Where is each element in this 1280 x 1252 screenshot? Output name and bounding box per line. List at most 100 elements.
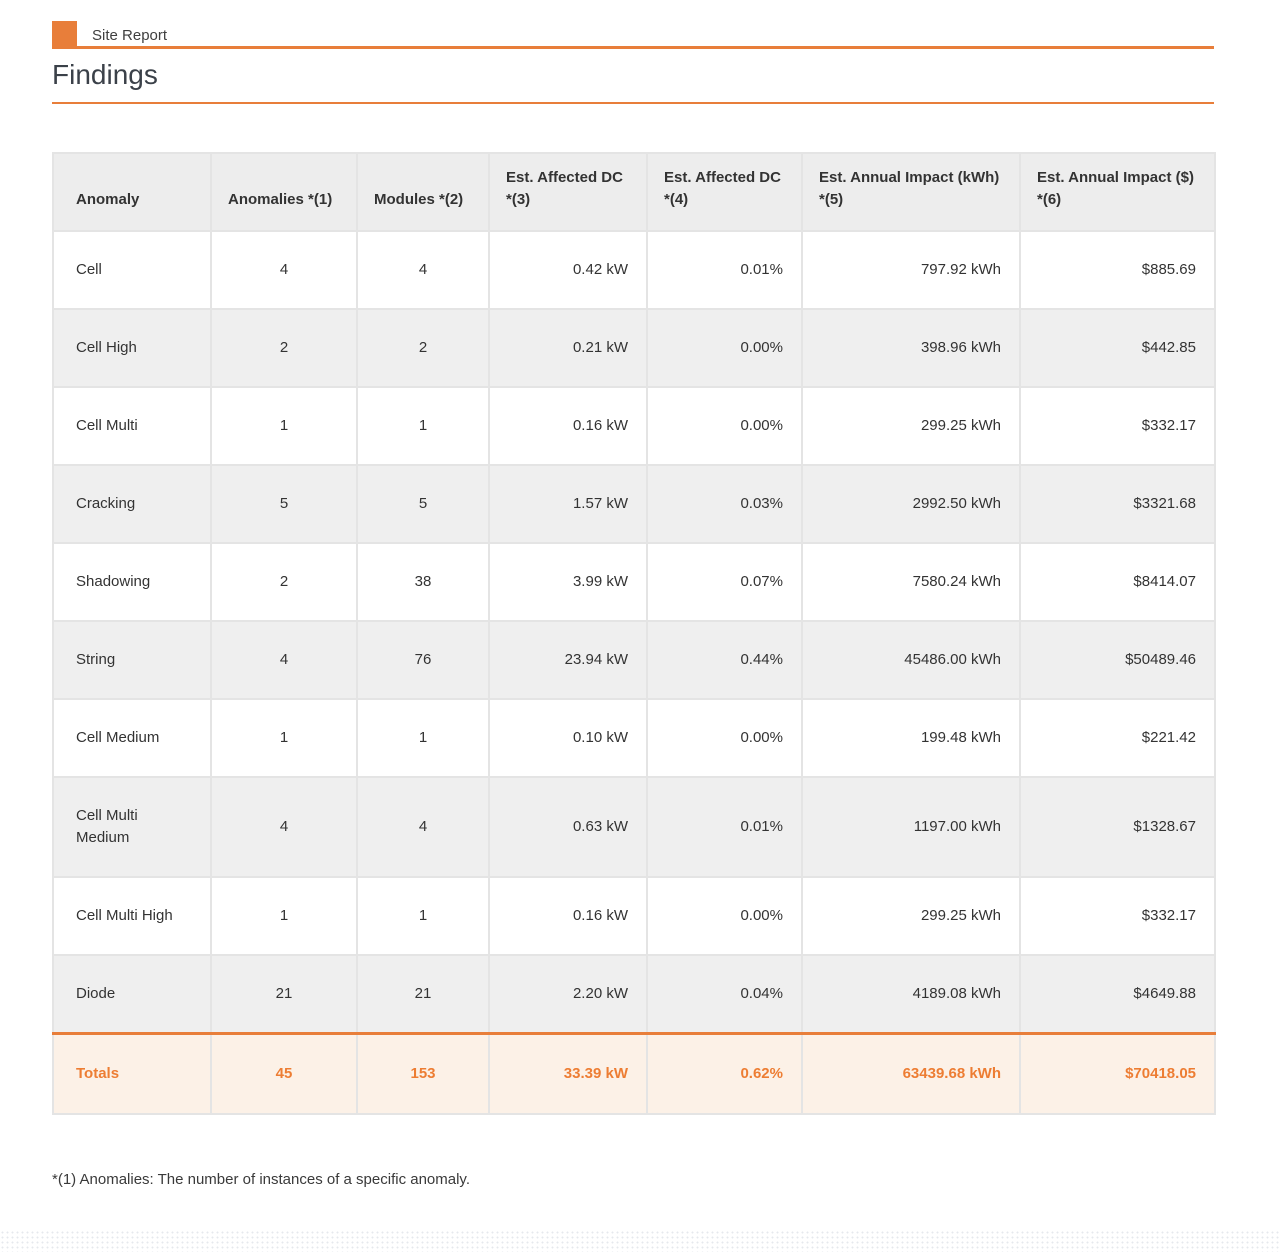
cell-anomaly: String xyxy=(52,620,212,700)
totals-cell-anomalies: 45 xyxy=(210,1032,358,1115)
cell-modules: 1 xyxy=(356,876,490,956)
totals-cell-annual_impact_usd: $70418.05 xyxy=(1019,1032,1216,1115)
cell-annual_impact_kwh: 797.92 kWh xyxy=(801,230,1021,310)
cell-annual_impact_kwh: 1197.00 kWh xyxy=(801,776,1021,878)
cell-modules: 1 xyxy=(356,386,490,466)
cell-affected_dc_pct: 0.01% xyxy=(646,776,803,878)
column-header-annual_impact_usd: Est. Annual Impact ($) *(6) xyxy=(1019,152,1216,232)
cell-annual_impact_kwh: 2992.50 kWh xyxy=(801,464,1021,544)
cell-anomaly: Diode xyxy=(52,954,212,1035)
cell-affected_dc_kw: 0.21 kW xyxy=(488,308,648,388)
cell-affected_dc_kw: 1.57 kW xyxy=(488,464,648,544)
table-row: Diode 21 21 2.20 kW 0.04% 4189.08 kWh $4649.88 xyxy=(52,954,1216,1035)
cell-affected_dc_kw: 0.16 kW xyxy=(488,386,648,466)
page-break-dots-texture xyxy=(0,1230,1280,1252)
cell-annual_impact_kwh: 45486.00 kWh xyxy=(801,620,1021,700)
brand-square-icon xyxy=(52,21,77,46)
cell-anomalies: 2 xyxy=(210,308,358,388)
cell-anomalies: 4 xyxy=(210,620,358,700)
cell-modules: 4 xyxy=(356,230,490,310)
cell-annual_impact_usd: $332.17 xyxy=(1019,876,1216,956)
findings-table-head: Anomaly Anomalies *(1) Modules *(2) Est. Af… xyxy=(52,152,1216,232)
title-underline xyxy=(52,102,1214,104)
cell-modules: 1 xyxy=(356,698,490,778)
cell-annual_impact_usd: $885.69 xyxy=(1019,230,1216,310)
cell-annual_impact_kwh: 299.25 kWh xyxy=(801,386,1021,466)
report-header: Site Report xyxy=(52,21,1214,49)
cell-anomaly: Cell xyxy=(52,230,212,310)
cell-affected_dc_kw: 0.10 kW xyxy=(488,698,648,778)
cell-anomaly: Cell Multi xyxy=(52,386,212,466)
report-type-label: Site Report xyxy=(92,26,168,44)
cell-affected_dc_pct: 0.07% xyxy=(646,542,803,622)
cell-annual_impact_kwh: 4189.08 kWh xyxy=(801,954,1021,1035)
footnote: *(1) Anomalies: The number of instances … xyxy=(52,1171,470,1188)
totals-cell-affected_dc_pct: 0.62% xyxy=(646,1032,803,1115)
header-row: Anomaly Anomalies *(1) Modules *(2) Est. Af… xyxy=(52,152,1216,232)
cell-affected_dc_kw: 2.20 kW xyxy=(488,954,648,1035)
cell-annual_impact_usd: $1328.67 xyxy=(1019,776,1216,878)
cell-annual_impact_kwh: 299.25 kWh xyxy=(801,876,1021,956)
cell-modules: 21 xyxy=(356,954,490,1035)
column-header-annual_impact_kwh: Est. Annual Impact (kWh) *(5) xyxy=(801,152,1021,232)
cell-affected_dc_pct: 0.00% xyxy=(646,698,803,778)
cell-annual_impact_usd: $4649.88 xyxy=(1019,954,1216,1035)
table-row: Cell Multi 1 1 0.16 kW 0.00% 299.25 kWh $332.1… xyxy=(52,386,1216,466)
cell-anomaly: Shadowing xyxy=(52,542,212,622)
table-row: Cell Medium 1 1 0.10 kW 0.00% 199.48 kWh $221.… xyxy=(52,698,1216,778)
cell-anomalies: 4 xyxy=(210,776,358,878)
totals-cell-modules: 153 xyxy=(356,1032,490,1115)
cell-affected_dc_kw: 23.94 kW xyxy=(488,620,648,700)
column-header-affected_dc_kw: Est. Affected DC *(3) xyxy=(488,152,648,232)
table-row: Cell Multi Medium 4 4 0.63 kW 0.01% 1197.00 k… xyxy=(52,776,1216,878)
cell-modules: 76 xyxy=(356,620,490,700)
table-row: Cell High 2 2 0.21 kW 0.00% 398.96 kWh $442.85 xyxy=(52,308,1216,388)
cell-affected_dc_pct: 0.00% xyxy=(646,308,803,388)
totals-row: Totals 45 153 33.39 kW 0.62% 63439.68 kWh $704… xyxy=(52,1032,1216,1115)
page-title: Findings xyxy=(52,59,158,90)
column-header-anomalies: Anomalies *(1) xyxy=(210,152,358,232)
cell-annual_impact_usd: $221.42 xyxy=(1019,698,1216,778)
cell-anomalies: 4 xyxy=(210,230,358,310)
cell-anomalies: 1 xyxy=(210,386,358,466)
cell-annual_impact_usd: $8414.07 xyxy=(1019,542,1216,622)
table-row: Cell 4 4 0.42 kW 0.01% 797.92 kWh $885.69 xyxy=(52,230,1216,310)
table-row: Cell Multi High 1 1 0.16 kW 0.00% 299.25 kWh $… xyxy=(52,876,1216,956)
report-page: Site Report Findings Anomaly Anomalies *(… xyxy=(52,21,1216,1188)
column-header-modules: Modules *(2) xyxy=(356,152,490,232)
cell-modules: 2 xyxy=(356,308,490,388)
cell-modules: 38 xyxy=(356,542,490,622)
cell-annual_impact_kwh: 398.96 kWh xyxy=(801,308,1021,388)
table-row: Cracking 5 5 1.57 kW 0.03% 2992.50 kWh $3321.6… xyxy=(52,464,1216,544)
cell-annual_impact_usd: $332.17 xyxy=(1019,386,1216,466)
cell-annual_impact_usd: $50489.46 xyxy=(1019,620,1216,700)
totals-cell-annual_impact_kwh: 63439.68 kWh xyxy=(801,1032,1021,1115)
cell-affected_dc_pct: 0.03% xyxy=(646,464,803,544)
cell-anomaly: Cell Medium xyxy=(52,698,212,778)
totals-cell-affected_dc_kw: 33.39 kW xyxy=(488,1032,648,1115)
column-header-anomaly: Anomaly xyxy=(52,152,212,232)
column-header-affected_dc_pct: Est. Affected DC *(4) xyxy=(646,152,803,232)
cell-anomalies: 5 xyxy=(210,464,358,544)
cell-anomaly: Cell Multi High xyxy=(52,876,212,956)
cell-affected_dc_pct: 0.44% xyxy=(646,620,803,700)
cell-anomalies: 21 xyxy=(210,954,358,1035)
cell-modules: 4 xyxy=(356,776,490,878)
cell-affected_dc_pct: 0.04% xyxy=(646,954,803,1035)
cell-anomalies: 2 xyxy=(210,542,358,622)
cell-annual_impact_kwh: 199.48 kWh xyxy=(801,698,1021,778)
findings-table-totals: Totals 45 153 33.39 kW 0.62% 63439.68 kWh $704… xyxy=(52,1032,1216,1115)
cell-annual_impact_kwh: 7580.24 kWh xyxy=(801,542,1021,622)
cell-anomaly: Cell High xyxy=(52,308,212,388)
table-row: Shadowing 2 38 3.99 kW 0.07% 7580.24 kWh $8414… xyxy=(52,542,1216,622)
cell-annual_impact_usd: $3321.68 xyxy=(1019,464,1216,544)
cell-anomalies: 1 xyxy=(210,698,358,778)
cell-affected_dc_pct: 0.00% xyxy=(646,386,803,466)
findings-table: Anomaly Anomalies *(1) Modules *(2) Est. Af… xyxy=(52,152,1216,1115)
cell-anomaly: Cracking xyxy=(52,464,212,544)
cell-annual_impact_usd: $442.85 xyxy=(1019,308,1216,388)
cell-affected_dc_kw: 3.99 kW xyxy=(488,542,648,622)
cell-affected_dc_kw: 0.63 kW xyxy=(488,776,648,878)
cell-affected_dc_pct: 0.01% xyxy=(646,230,803,310)
cell-affected_dc_kw: 0.42 kW xyxy=(488,230,648,310)
